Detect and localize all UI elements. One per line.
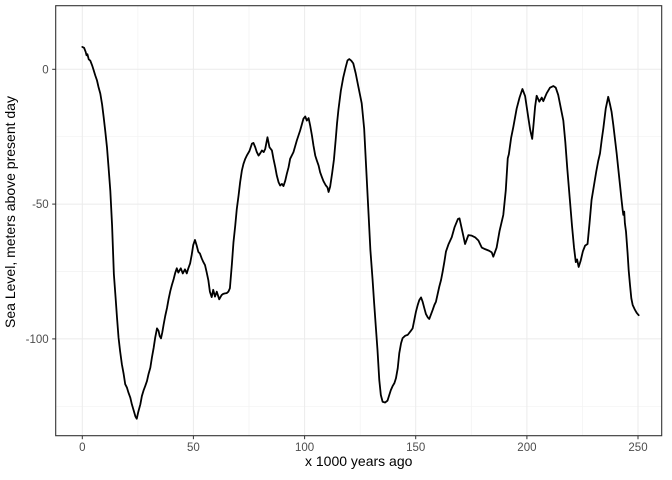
- y-axis-title: Sea Level, meters above present day: [2, 96, 18, 328]
- axis-tick-marks: [52, 68, 639, 440]
- y-tick-label: 0: [42, 64, 48, 76]
- x-axis-title: x 1000 years ago: [305, 453, 413, 469]
- sea-level-line: [81, 46, 640, 420]
- axis-tick-labels: 0 50 100 150 200 250 0 -50 -100: [26, 64, 648, 454]
- x-tick-label: 50: [187, 442, 200, 454]
- grid-minor-lines: [55, 5, 662, 436]
- y-tick-label: -50: [32, 199, 49, 211]
- data-line-group: [81, 46, 640, 420]
- x-tick-label: 200: [517, 442, 536, 454]
- grid-major-lines: [55, 5, 662, 436]
- x-tick-label: 0: [79, 442, 85, 454]
- y-tick-label: -100: [26, 334, 49, 346]
- x-tick-label: 250: [628, 442, 647, 454]
- x-tick-label: 150: [406, 442, 425, 454]
- x-tick-label: 100: [295, 442, 314, 454]
- panel-border: [55, 5, 663, 437]
